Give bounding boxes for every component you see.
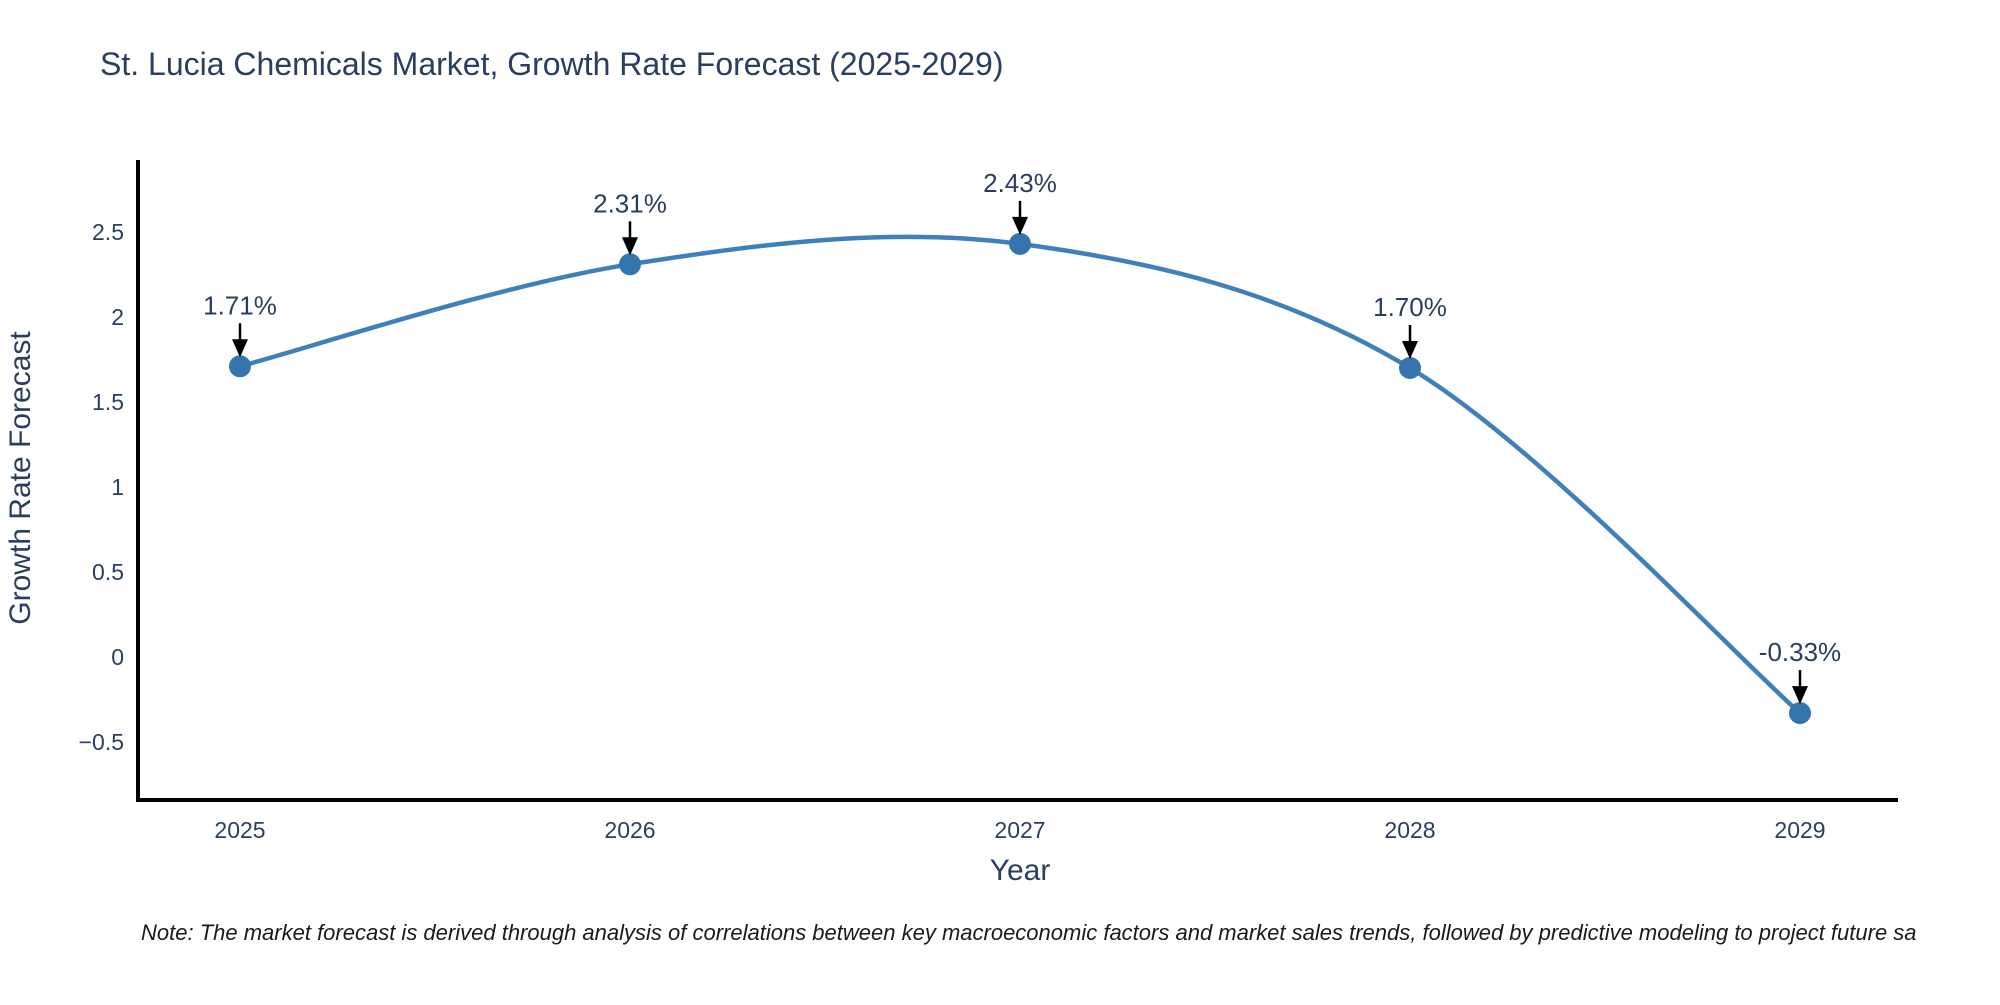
data-point-2029[interactable] xyxy=(1789,702,1811,725)
chart-title: St. Lucia Chemicals Market, Growth Rate … xyxy=(100,46,1004,82)
point-annotation-2026: 2.31% xyxy=(593,188,667,218)
data-point-2025[interactable] xyxy=(229,355,251,378)
y-tick-label: 1.5 xyxy=(92,389,124,415)
x-tick-label: 2025 xyxy=(214,817,265,843)
point-annotation-2027: 2.43% xyxy=(983,168,1057,198)
annotation-arrowhead-icon xyxy=(1012,216,1028,235)
x-tick-label: 2027 xyxy=(994,817,1045,843)
y-axis-title: Growth Rate Forecast xyxy=(4,331,37,625)
annotation-arrowhead-icon xyxy=(1792,686,1808,705)
y-tick-label: 2 xyxy=(111,304,124,330)
y-tick-label: 0 xyxy=(111,644,124,670)
y-tick-label: −0.5 xyxy=(79,729,124,755)
point-annotation-2028: 1.70% xyxy=(1373,292,1447,322)
plot-area: 1.71% 2.31% 2.43% 1.70% -0.33% 2.5 2 1.5 1 0.5 0 −0… xyxy=(79,160,1898,843)
annotation-arrowhead-icon xyxy=(622,237,638,256)
y-tick-label: 1 xyxy=(111,474,124,500)
annotation-arrowhead-icon xyxy=(232,339,248,358)
annotation-arrowhead-icon xyxy=(1402,341,1418,359)
x-tick-label: 2029 xyxy=(1774,817,1825,843)
forecast-spline-line xyxy=(237,234,1803,716)
data-point-2026[interactable] xyxy=(619,253,641,276)
data-point-2027[interactable] xyxy=(1009,232,1031,255)
data-point-2028[interactable] xyxy=(1399,357,1421,379)
x-tick-label: 2028 xyxy=(1384,817,1435,843)
footnote: Note: The market forecast is derived thr… xyxy=(141,920,1917,945)
y-tick-label: 0.5 xyxy=(92,559,124,585)
point-annotation-2025: 1.71% xyxy=(203,290,277,320)
y-tick-label: 2.5 xyxy=(92,219,124,245)
x-tick-label: 2026 xyxy=(604,817,655,843)
point-annotation-2029: -0.33% xyxy=(1759,637,1841,667)
x-axis-title: Year xyxy=(990,854,1051,887)
